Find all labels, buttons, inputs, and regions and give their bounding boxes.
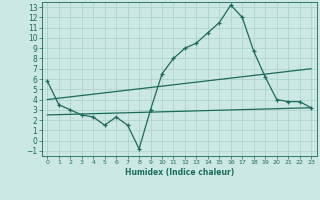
X-axis label: Humidex (Indice chaleur): Humidex (Indice chaleur)	[124, 168, 234, 177]
